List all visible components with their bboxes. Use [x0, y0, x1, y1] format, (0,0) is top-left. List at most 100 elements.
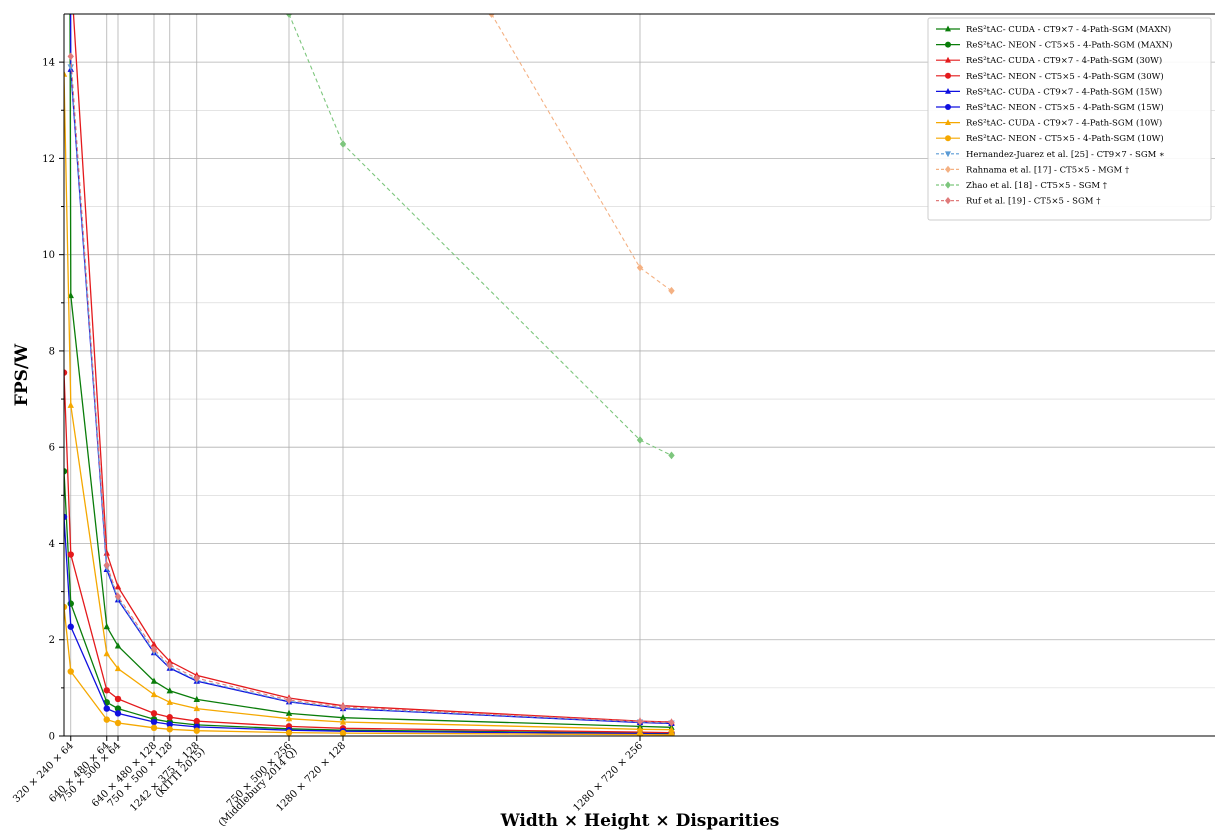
data-point	[945, 87, 951, 94]
data-point	[150, 724, 158, 732]
x-tick-label: 1280 × 720 × 256	[572, 740, 646, 814]
data-point	[166, 657, 173, 664]
data-point	[103, 561, 110, 569]
data-point	[945, 151, 951, 158]
data-point	[114, 695, 122, 703]
data-point	[945, 25, 951, 32]
data-point	[114, 705, 122, 712]
y-tick-label: 12	[42, 154, 55, 165]
data-point	[114, 710, 122, 717]
y-axis-title: FPS/W	[12, 343, 32, 406]
series-4	[67, 14, 675, 727]
data-point	[668, 726, 675, 733]
x-tick-label-group: 750 × 500 × 256(Middlebury 2014 Q)	[217, 740, 300, 829]
data-point	[64, 513, 68, 521]
legend-entry: ReS²tAC- CUDA - CT9×7 - 4-Path-SGM (10W)	[936, 118, 1162, 129]
data-point	[668, 731, 675, 736]
y-tick-label: 0	[49, 732, 55, 743]
data-point	[166, 726, 173, 733]
series-layer	[64, 14, 675, 736]
legend-entry: Ruf et al. [19] - CT5×5 - SGM †	[936, 197, 1101, 207]
series-line	[64, 516, 672, 735]
legend-label: ReS²tAC- CUDA - CT9×7 - 4-Path-SGM (30W)	[966, 55, 1162, 66]
legend-entry: ReS²tAC- NEON - CT5×5 - 4-Path-SGM (10W)	[936, 133, 1164, 144]
data-point	[668, 718, 675, 727]
data-point	[150, 690, 158, 698]
y-tick-label: 2	[49, 635, 55, 646]
data-point	[636, 725, 644, 732]
data-point	[150, 640, 158, 648]
data-point	[103, 623, 110, 630]
data-point	[636, 731, 644, 736]
data-point	[285, 696, 293, 704]
data-point	[945, 197, 951, 205]
y-tick-label: 10	[42, 250, 55, 261]
legend-entry: ReS²tAC- CUDA - CT9×7 - 4-Path-SGM (MAXN…	[936, 24, 1171, 35]
data-point	[945, 104, 951, 110]
series-0	[67, 14, 675, 730]
data-point	[114, 583, 122, 590]
data-point	[945, 135, 951, 142]
series-line	[64, 372, 672, 734]
data-point	[64, 468, 68, 475]
data-point	[285, 729, 293, 736]
legend-label: ReS²tAC- NEON - CT5×5 - 4-Path-SGM (MAXN…	[966, 40, 1172, 51]
legend-label: Rahnama et al. [17] - CT5×5 - MGM †	[966, 165, 1130, 175]
legend-label: ReS²tAC- NEON - CT5×5 - 4-Path-SGM (15W)	[966, 102, 1164, 113]
data-point	[945, 119, 951, 125]
legend-entry: Hernandez-Juarez et al. [25] - CT9×7 - S…	[936, 150, 1165, 160]
y-tick-label: 14	[42, 58, 55, 69]
data-point	[67, 668, 74, 675]
legend-entry: ReS²tAC- CUDA - CT9×7 - 4-Path-SGM (15W)	[936, 86, 1162, 97]
data-point	[339, 140, 347, 148]
series-line	[69, 14, 672, 725]
series-8	[67, 64, 675, 727]
data-point	[945, 165, 951, 173]
data-point	[339, 703, 347, 711]
data-point	[945, 72, 951, 79]
legend-label: ReS²tAC- CUDA - CT9×7 - 4-Path-SGM (MAXN…	[966, 24, 1171, 35]
data-point	[64, 603, 68, 611]
series-line	[69, 14, 672, 728]
data-point	[166, 661, 173, 670]
data-point	[285, 714, 293, 722]
data-point	[668, 286, 675, 295]
data-point	[114, 592, 122, 601]
legend-label: ReS²tAC- NEON - CT5×5 - 4-Path-SGM (10W)	[966, 133, 1164, 144]
data-point	[193, 674, 200, 683]
x-tick-label-group: 1280 × 720 × 256	[572, 740, 646, 814]
data-point	[103, 687, 110, 694]
data-point	[64, 369, 68, 376]
data-point	[193, 727, 200, 734]
x-tick-note: (Middlebury 2014 Q)	[217, 746, 300, 829]
data-point	[103, 716, 110, 723]
series-line	[72, 14, 672, 723]
legend-box	[927, 17, 1212, 221]
legend-entry: Rahnama et al. [17] - CT5×5 - MGM †	[936, 165, 1130, 175]
legend-label: ReS²tAC- NEON - CT5×5 - 4-Path-SGM (30W)	[966, 71, 1164, 82]
data-point	[64, 70, 68, 77]
data-point	[193, 704, 200, 712]
data-point	[339, 718, 347, 725]
legend-label: ReS²tAC- CUDA - CT9×7 - 4-Path-SGM (15W)	[966, 86, 1162, 97]
data-point	[67, 64, 74, 71]
series-5	[64, 513, 675, 736]
series-9	[488, 14, 675, 295]
data-point	[636, 263, 644, 272]
series-7	[64, 603, 675, 736]
x-axis-title: Width × Height × Disparities	[500, 811, 780, 831]
data-point	[103, 650, 110, 657]
data-point	[945, 181, 951, 189]
data-point	[114, 664, 122, 672]
data-point	[114, 642, 122, 649]
data-point	[945, 56, 951, 63]
data-point	[67, 52, 74, 61]
data-point	[166, 687, 173, 694]
data-point	[285, 14, 293, 18]
legend: ReS²tAC- CUDA - CT9×7 - 4-Path-SGM (MAXN…	[927, 17, 1212, 221]
data-point	[193, 695, 200, 702]
legend-label: Zhao et al. [18] - CT5×5 - SGM †	[966, 181, 1108, 191]
legend-entry: ReS²tAC- CUDA - CT9×7 - 4-Path-SGM (30W)	[936, 55, 1162, 66]
legend-entry: ReS²tAC- NEON - CT5×5 - 4-Path-SGM (MAXN…	[936, 40, 1172, 51]
